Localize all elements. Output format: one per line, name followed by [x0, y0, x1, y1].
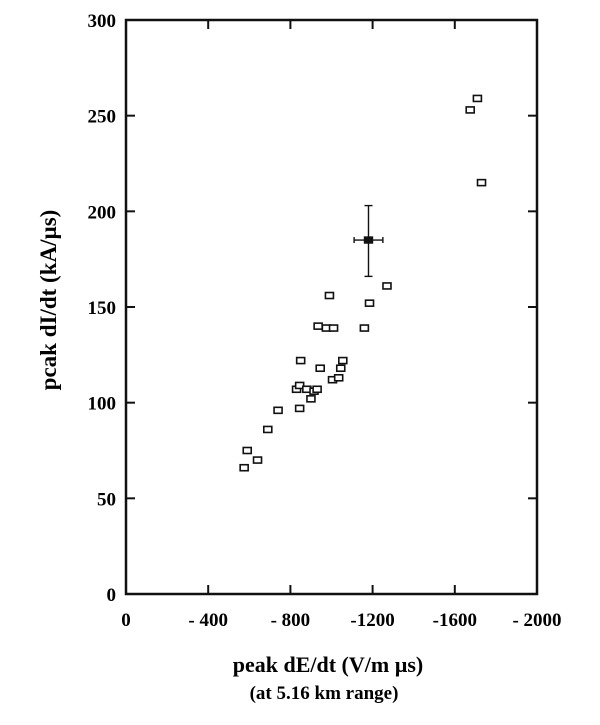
data-point [295, 356, 306, 365]
x-tick-label: - 2000 [512, 610, 561, 631]
data-point [313, 322, 323, 330]
y-tick-label: 250 [88, 107, 117, 128]
data-point [312, 385, 322, 394]
data-point [364, 299, 375, 307]
x-tick-label: - 800 [271, 610, 311, 631]
data-point [239, 463, 249, 472]
data-point [333, 373, 344, 382]
data-point [273, 406, 283, 415]
data-point [359, 324, 370, 332]
data-point [294, 381, 305, 390]
data-point [382, 282, 392, 290]
data-point [465, 106, 476, 114]
y-tick-label: 200 [88, 202, 117, 223]
y-tick-label: 100 [88, 394, 117, 415]
data-point [262, 425, 273, 434]
y-tick-labels: 0 50 100 150 200 250 300 [88, 11, 117, 606]
x-axis-note: (at 5.16 km range) [250, 683, 399, 704]
tick-marks [125, 19, 538, 595]
data-point [476, 178, 487, 187]
data-point [335, 364, 346, 373]
y-axis-title: pcak dI/dt (kA/µs) [36, 210, 61, 391]
y-tick-label: 0 [107, 585, 117, 606]
data-point [294, 404, 305, 413]
x-tick-label: 0 [121, 610, 131, 631]
data-point [315, 364, 325, 373]
data-point [324, 291, 335, 300]
data-point [338, 356, 348, 365]
data-point [242, 446, 253, 455]
y-tick-label: 50 [97, 489, 116, 510]
data-point [328, 324, 339, 332]
y-tick-label: 150 [88, 298, 117, 319]
data-point [306, 395, 316, 403]
data-point [472, 94, 483, 103]
y-tick-label: 300 [88, 11, 117, 32]
plot-frame [124, 18, 539, 596]
x-tick-label: -1600 [433, 610, 477, 631]
data-points [239, 94, 487, 472]
error-bar-point [353, 204, 384, 278]
x-axis-title: peak dE/dt (V/m µs) [233, 652, 424, 677]
x-tick-label: - 400 [188, 610, 228, 631]
x-tick-labels: 0 - 400 - 800 -1200 -1600 - 2000 [121, 610, 561, 631]
x-tick-label: -1200 [350, 610, 394, 631]
error-point-marker [363, 236, 374, 244]
data-point [252, 456, 263, 464]
